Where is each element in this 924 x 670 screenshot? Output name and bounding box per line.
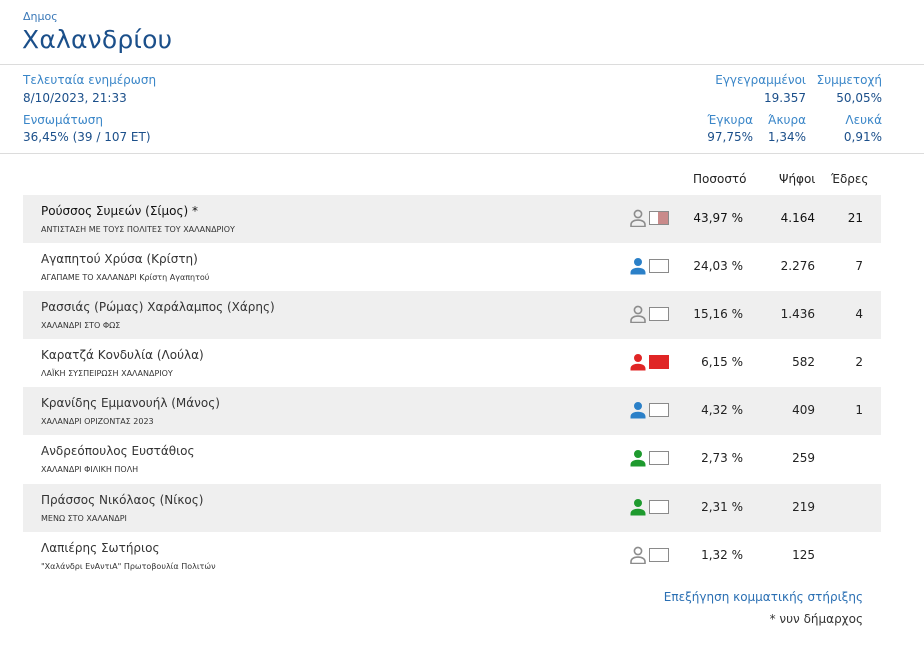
candidate-name: Πράσσος Νικόλαος (Νίκος) [41, 493, 204, 507]
turnout-value: 50,05% [836, 91, 882, 105]
candidate-name: Ρούσσος Συμεών (Σίμος) * [41, 204, 198, 218]
candidate-votes: 125 [792, 548, 815, 562]
turnout-label: Συμμετοχή [816, 73, 882, 87]
column-header-votes: Ψήφοι [779, 172, 816, 186]
column-header-percent: Ποσοστό [693, 172, 747, 186]
party-color-swatch [649, 259, 669, 273]
party-name: ΑΝΤΙΣΤΑΣΗ ΜΕ ΤΟΥΣ ΠΟΛΙΤΕΣ ΤΟΥ ΧΑΛΑΝΔΡΙΟΥ [41, 225, 235, 234]
column-header-seats: Έδρες [831, 172, 869, 186]
candidate-percent: 43,97 % [693, 211, 743, 225]
party-color-swatch [649, 355, 669, 369]
party-name: ΜΕΝΩ ΣΤΟ ΧΑΛΑΝΔΡΙ [41, 514, 127, 523]
candidate-name: Κρανίδης Εμμανουήλ (Μάνος) [41, 396, 220, 410]
candidate-row[interactable]: Λαπιέρης Σωτήριος "Χαλάνδρι ΕνΑντιΑ" Πρω… [23, 532, 881, 580]
registered-value: 19.357 [764, 91, 806, 105]
candidate-votes: 409 [792, 403, 815, 417]
registered-label: Εγγεγραμμένοι [715, 73, 806, 87]
blank-label: Λευκά [845, 113, 882, 127]
stats-divider [0, 153, 924, 154]
integration-label: Ενσωμάτωση [23, 113, 103, 127]
party-name: ΧΑΛΑΝΔΡΙ ΦΙΛΙΚΗ ΠΟΛΗ [41, 465, 139, 474]
valid-label: Έγκυρα [707, 113, 753, 127]
invalid-value: 1,34% [767, 130, 806, 144]
candidate-row[interactable]: Αγαπητού Χρύσα (Κρίστη) ΑΓΑΠΑΜΕ ΤΟ ΧΑΛΑΝ… [23, 243, 881, 291]
blank-value: 0,91% [843, 130, 882, 144]
candidate-percent: 2,73 % [701, 451, 743, 465]
invalid-label: Άκυρα [768, 113, 806, 127]
candidate-name: Ανδρεόπουλος Ευστάθιος [41, 444, 195, 458]
candidate-row[interactable]: Πράσσος Νικόλαος (Νίκος) ΜΕΝΩ ΣΤΟ ΧΑΛΑΝΔ… [23, 484, 881, 532]
party-color-swatch [649, 211, 669, 225]
candidate-percent: 6,15 % [701, 355, 743, 369]
municipality-label: Δημος [23, 10, 58, 23]
updated-value: 8/10/2023, 21:33 [23, 91, 127, 105]
candidate-row[interactable]: Κρανίδης Εμμανουήλ (Μάνος) ΧΑΛΑΝΔΡΙ ΟΡΙΖ… [23, 387, 881, 435]
candidate-percent: 1,32 % [701, 548, 743, 562]
person-icon [630, 258, 646, 275]
candidate-seats: 4 [855, 307, 863, 321]
party-name: ΑΓΑΠΑΜΕ ΤΟ ΧΑΛΑΝΔΡΙ Κρίστη Αγαπητού [41, 273, 210, 282]
party-name: ΧΑΛΑΝΔΡΙ ΣΤΟ ΦΩΣ [41, 321, 121, 330]
candidate-percent: 24,03 % [693, 259, 743, 273]
candidate-row[interactable]: Ρασσιάς (Ρώμας) Χαράλαμπος (Χάρης) ΧΑΛΑΝ… [23, 291, 881, 339]
candidate-votes: 219 [792, 500, 815, 514]
person-icon [630, 209, 646, 227]
person-icon [630, 354, 646, 371]
party-color-swatch [649, 403, 669, 417]
candidate-percent: 15,16 % [693, 307, 743, 321]
valid-value: 97,75% [707, 130, 753, 144]
candidate-name: Καρατζά Κονδυλία (Λούλα) [41, 348, 204, 362]
party-color-swatch [649, 500, 669, 514]
candidate-seats: 21 [847, 211, 863, 225]
candidate-row[interactable]: Καρατζά Κονδυλία (Λούλα) ΛΑΪΚΗ ΣΥΣΠΕΙΡΩΣ… [23, 339, 881, 387]
party-color-swatch [649, 548, 669, 562]
candidate-name: Λαπιέρης Σωτήριος [41, 541, 160, 555]
candidate-row[interactable]: Ρούσσος Συμεών (Σίμος) * ΑΝΤΙΣΤΑΣΗ ΜΕ ΤΟ… [23, 195, 881, 243]
candidate-votes: 582 [792, 355, 815, 369]
header-divider [0, 64, 924, 65]
person-icon [630, 499, 646, 516]
party-name: ΧΑΛΑΝΔΡΙ ΟΡΙΖΟΝΤΑΣ 2023 [41, 417, 154, 426]
candidate-row[interactable]: Ανδρεόπουλος Ευστάθιος ΧΑΛΑΝΔΡΙ ΦΙΛΙΚΗ Π… [23, 435, 881, 483]
candidate-percent: 4,32 % [701, 403, 743, 417]
candidate-votes: 259 [792, 451, 815, 465]
party-name: ΛΑΪΚΗ ΣΥΣΠΕΙΡΩΣΗ ΧΑΛΑΝΔΡΙΟΥ [41, 369, 173, 378]
person-icon [630, 402, 646, 419]
candidate-votes: 2.276 [780, 259, 815, 273]
party-name: "Χαλάνδρι ΕνΑντιΑ" Πρωτοβουλία Πολιτών [41, 562, 216, 571]
updated-label: Τελευταία ενημέρωση [23, 73, 157, 87]
party-color-swatch [649, 451, 669, 465]
person-icon [630, 450, 646, 467]
candidate-name: Ρασσιάς (Ρώμας) Χαράλαμπος (Χάρης) [41, 300, 275, 314]
person-icon [630, 546, 646, 564]
candidate-votes: 1.436 [780, 307, 815, 321]
candidate-seats: 2 [855, 355, 863, 369]
integration-value: 36,45% (39 / 107 ΕΤ) [23, 130, 151, 144]
candidate-votes: 4.164 [780, 211, 815, 225]
candidate-seats: 1 [855, 403, 863, 417]
incumbent-mayor-note: * νυν δήμαρχος [769, 612, 863, 626]
municipality-title: Χαλανδρίου [22, 25, 173, 54]
party-support-explanation-link[interactable]: Επεξήγηση κομματικής στήριξης [663, 590, 863, 604]
person-icon [630, 305, 646, 323]
candidate-percent: 2,31 % [701, 500, 743, 514]
candidate-name: Αγαπητού Χρύσα (Κρίστη) [41, 252, 198, 266]
party-color-swatch [649, 307, 669, 321]
candidate-seats: 7 [855, 259, 863, 273]
